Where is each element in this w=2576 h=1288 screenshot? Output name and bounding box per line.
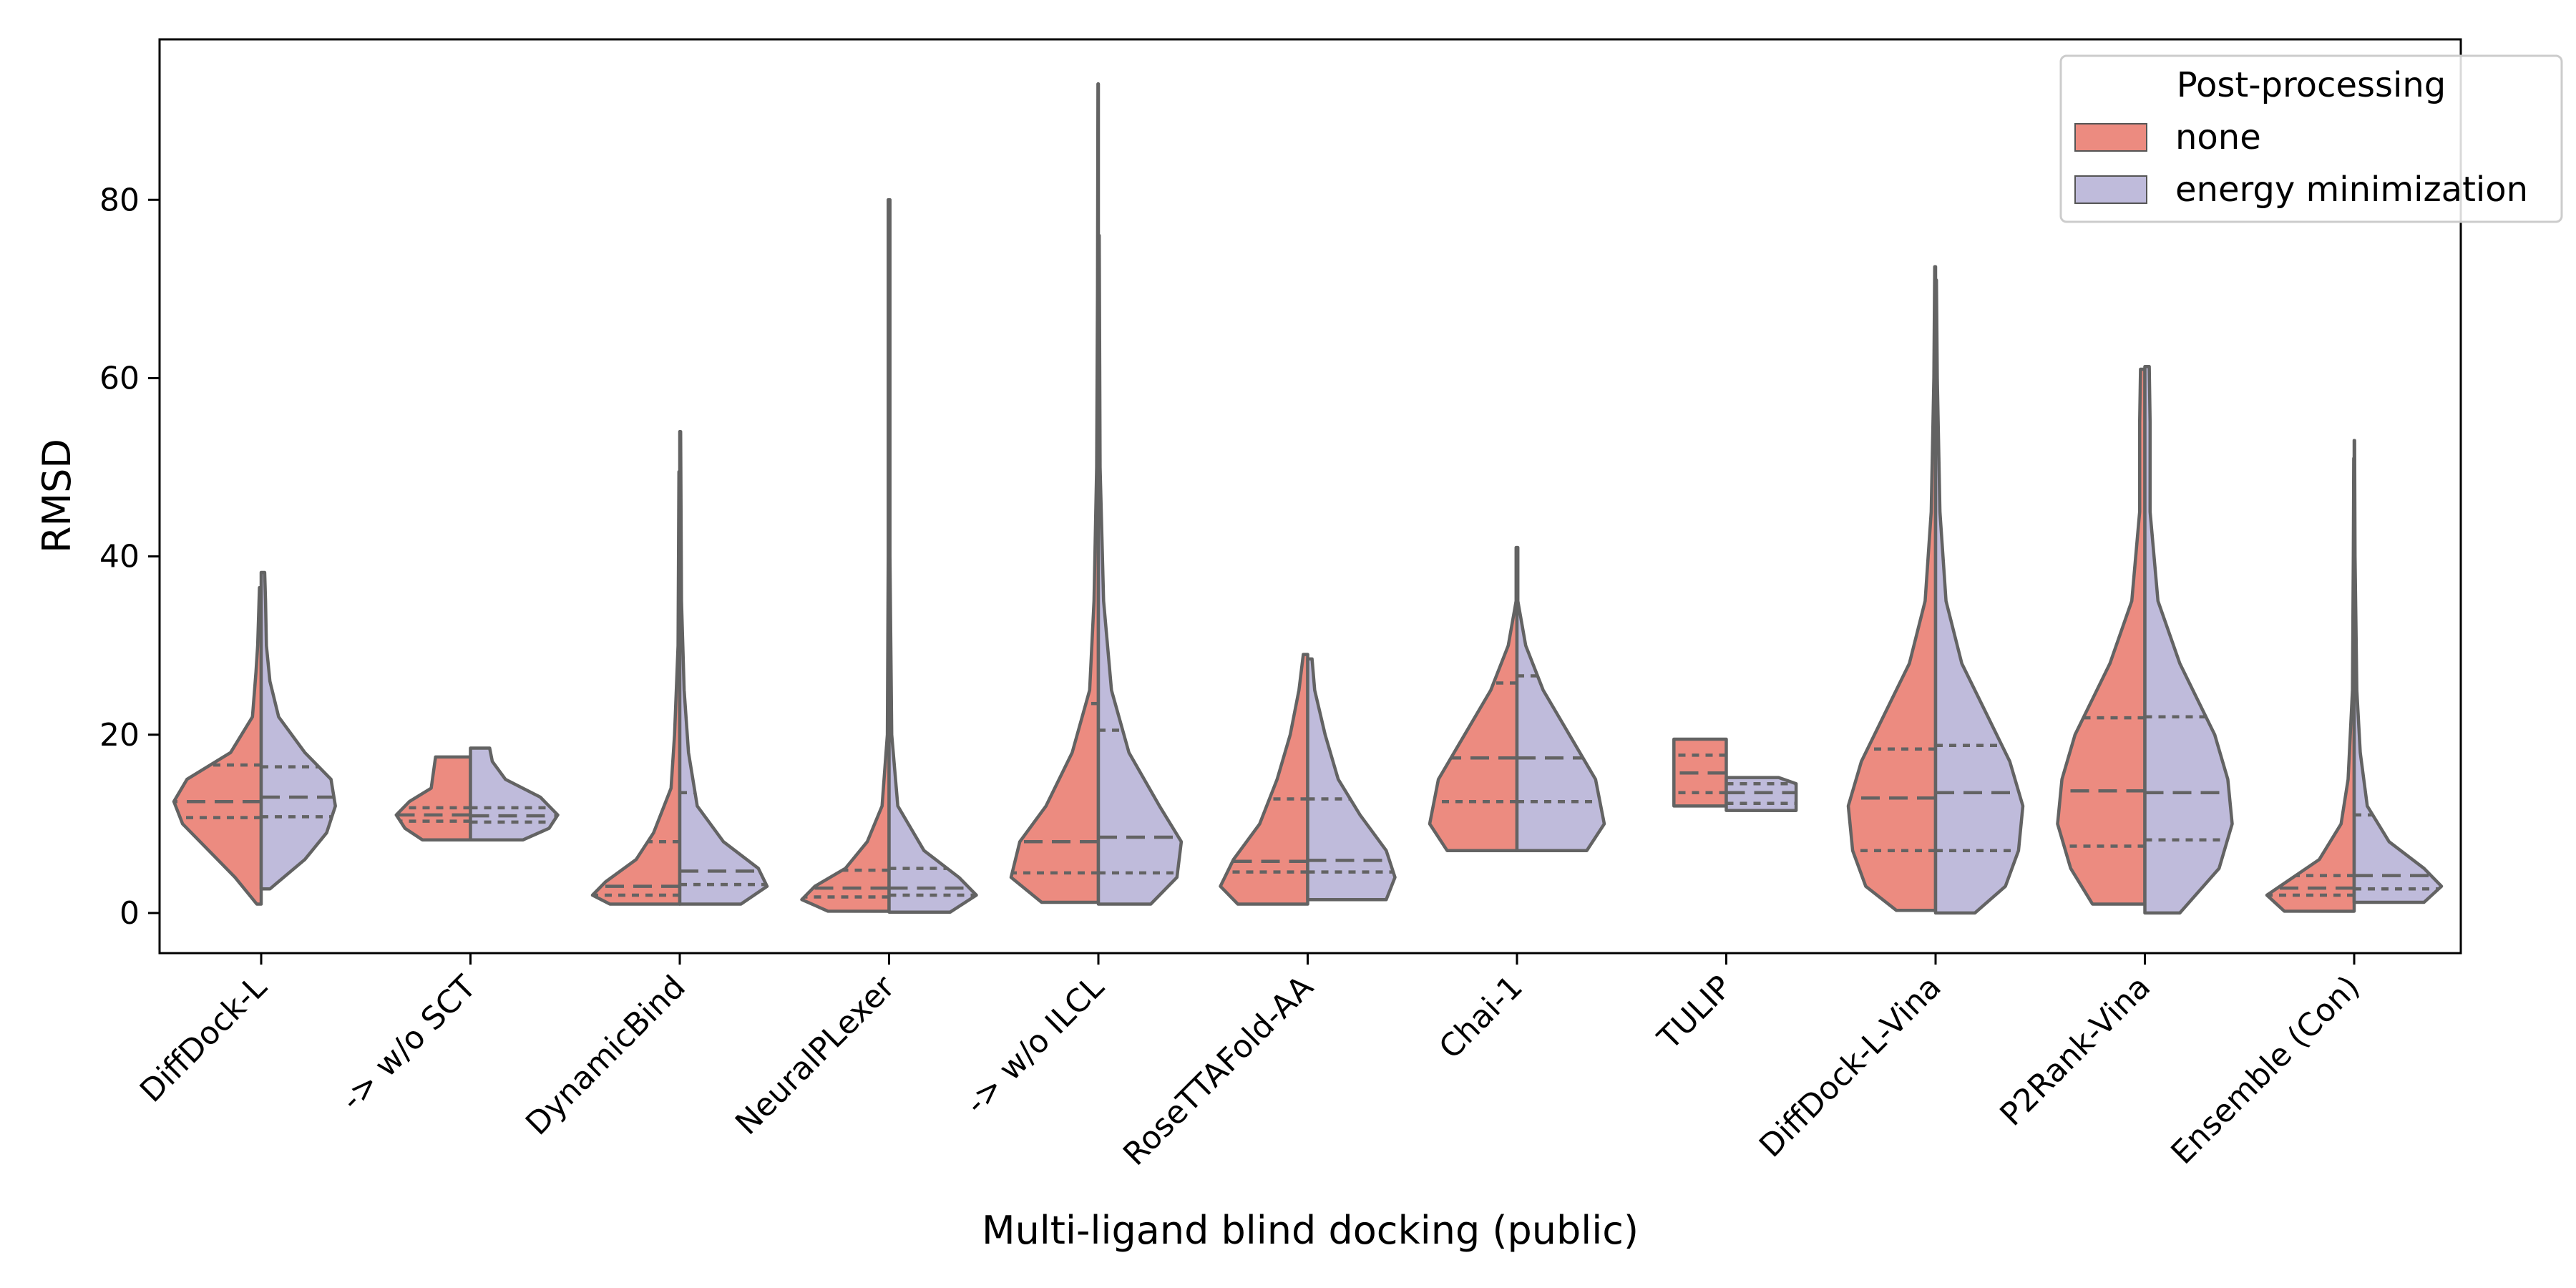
- violin-ensemble-con-energy-minimization: [2352, 439, 2444, 904]
- y-tick-label: 60: [99, 360, 140, 396]
- violin-diffdock-l-none: [172, 585, 263, 906]
- violin-w-o-ilcl-none: [1009, 82, 1101, 904]
- violin-neuralplexer-energy-minimization: [887, 198, 978, 914]
- y-tick-label: 40: [99, 539, 140, 575]
- violin-p2rank-vina-none: [2056, 367, 2147, 906]
- violins-layer: [172, 82, 2444, 915]
- legend-swatch-energy-minimization: [2074, 175, 2147, 204]
- legend-label-energy-minimization: energy minimization: [2175, 170, 2528, 210]
- x-axis-label: Multi-ligand blind docking (public): [982, 1208, 1639, 1253]
- violin-chai-1-energy-minimization: [1515, 545, 1606, 852]
- legend-box: [2059, 54, 2563, 223]
- violin-w-o-ilcl-energy-minimization: [1096, 233, 1184, 906]
- legend-title: Post-processing: [2177, 65, 2446, 105]
- violin-diffdock-l-vina-energy-minimization: [1933, 278, 2025, 915]
- y-tick-label: 0: [119, 895, 140, 932]
- legend-label-none: none: [2175, 117, 2261, 157]
- y-tick-label: 20: [99, 717, 140, 753]
- y-axis-label: RMSD: [34, 439, 79, 553]
- legend: Post-processing none energy minimization: [2059, 54, 2563, 223]
- legend-swatch-none: [2074, 123, 2147, 152]
- violin-rosettafold-aa-none: [1219, 653, 1309, 906]
- violin-rosettafold-aa-energy-minimization: [1306, 657, 1397, 902]
- violin-diffdock-l-energy-minimization: [259, 570, 337, 891]
- quartile-lines-layer: [174, 674, 2439, 899]
- violin-w-o-sct-none: [394, 755, 472, 842]
- violin-tulip-none: [1672, 737, 1728, 808]
- plot-frame: [158, 38, 2462, 955]
- y-tick-label: 80: [99, 182, 140, 218]
- y-ticks: 0 20 40 60 80: [99, 182, 160, 932]
- violin-p2rank-vina-energy-minimization: [2143, 364, 2234, 915]
- violin-dynamicbind-energy-minimization: [678, 429, 769, 906]
